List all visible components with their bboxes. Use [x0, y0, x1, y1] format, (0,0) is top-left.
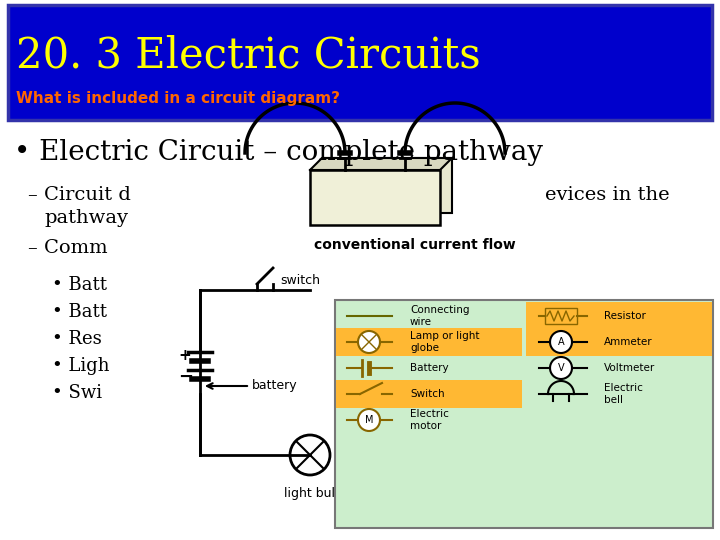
Bar: [336, 380, 522, 408]
Text: Voltmeter: Voltmeter: [604, 363, 655, 373]
Text: • Ligh: • Ligh: [52, 357, 109, 375]
Text: Resistor: Resistor: [604, 311, 646, 321]
Circle shape: [290, 435, 330, 475]
Text: Electric
motor: Electric motor: [410, 409, 449, 431]
Text: switch: switch: [280, 273, 320, 287]
Circle shape: [358, 409, 380, 431]
Text: – Circuit d: – Circuit d: [28, 186, 131, 204]
Text: battery: battery: [252, 380, 297, 393]
Text: – Comm: – Comm: [28, 239, 107, 257]
Bar: [336, 328, 522, 356]
Polygon shape: [310, 158, 452, 170]
Text: conventional current flow: conventional current flow: [314, 238, 516, 252]
Text: V: V: [558, 363, 564, 373]
Bar: [526, 302, 712, 356]
FancyBboxPatch shape: [8, 5, 712, 120]
Bar: [545, 308, 577, 324]
Text: • Electric Circuit – complete pathway: • Electric Circuit – complete pathway: [14, 138, 543, 165]
Circle shape: [550, 331, 572, 353]
Bar: [335, 300, 713, 528]
FancyBboxPatch shape: [322, 158, 452, 213]
FancyBboxPatch shape: [310, 170, 440, 225]
Text: Electric
bell: Electric bell: [604, 383, 643, 405]
Text: evices in the: evices in the: [545, 186, 670, 204]
Text: Connecting
wire: Connecting wire: [410, 305, 469, 327]
Text: • Res: • Res: [52, 330, 102, 348]
Text: A: A: [558, 337, 564, 347]
Text: • Batt: • Batt: [52, 303, 107, 321]
Text: +: +: [178, 348, 191, 363]
Text: Lamp or light
globe: Lamp or light globe: [410, 331, 480, 353]
Text: M: M: [365, 415, 373, 425]
Text: light bul: light bul: [284, 487, 336, 500]
Text: Ammeter: Ammeter: [604, 337, 652, 347]
Text: Battery: Battery: [410, 363, 449, 373]
Text: −: −: [178, 368, 193, 386]
Circle shape: [550, 357, 572, 379]
Text: Switch: Switch: [410, 389, 445, 399]
Text: pathway: pathway: [44, 209, 128, 227]
Text: • Swi: • Swi: [52, 384, 102, 402]
Circle shape: [358, 331, 380, 353]
Text: What is included in a circuit diagram?: What is included in a circuit diagram?: [16, 91, 340, 105]
Text: • Batt: • Batt: [52, 276, 107, 294]
Text: 20. 3 Electric Circuits: 20. 3 Electric Circuits: [16, 34, 481, 76]
